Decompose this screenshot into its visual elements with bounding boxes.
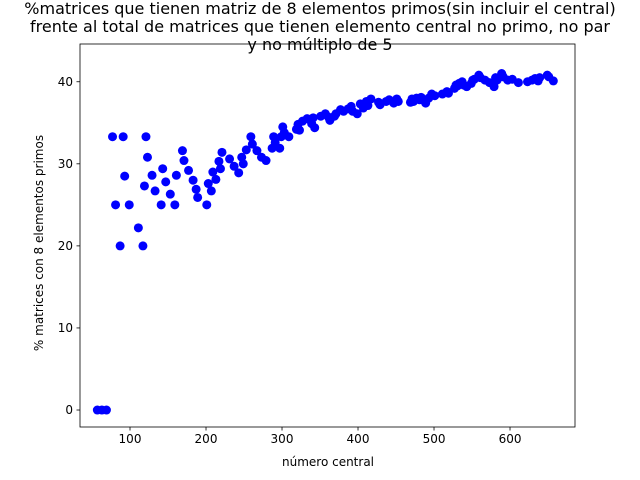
point — [156, 200, 166, 210]
y-axis-label: % matrices con 8 elementos primos — [32, 135, 46, 351]
point — [191, 184, 201, 194]
x-tick-label: 400 — [347, 432, 370, 446]
x-axis-label: número central — [282, 455, 374, 469]
point — [535, 73, 545, 83]
point — [158, 164, 168, 174]
point — [352, 109, 362, 119]
point — [165, 189, 175, 199]
plot-frame — [79, 43, 576, 428]
point — [101, 405, 111, 415]
point — [246, 132, 256, 142]
y-tick-label: 40 — [58, 75, 73, 89]
chart-title: %matrices que tienen matriz de 8 element… — [24, 0, 616, 54]
y-tick-label: 0 — [65, 403, 73, 417]
point — [310, 123, 320, 133]
point — [247, 139, 257, 149]
x-tick-label: 100 — [119, 432, 142, 446]
point — [217, 147, 227, 157]
point — [161, 177, 171, 187]
point — [238, 159, 248, 169]
point — [206, 186, 216, 196]
x-tick-label: 500 — [423, 432, 446, 446]
point — [513, 78, 523, 88]
point — [366, 94, 376, 104]
point — [142, 152, 152, 162]
point — [430, 91, 440, 101]
point — [124, 200, 134, 210]
point — [150, 186, 160, 196]
point — [171, 170, 181, 180]
point — [120, 171, 130, 181]
point — [208, 167, 218, 177]
point — [177, 146, 187, 156]
x-tick-label: 600 — [499, 432, 522, 446]
point — [141, 132, 151, 142]
point — [203, 179, 213, 189]
point — [229, 161, 239, 171]
point — [214, 156, 224, 166]
point — [179, 156, 189, 166]
point — [118, 132, 128, 142]
x-tick-label: 300 — [271, 432, 294, 446]
point — [261, 156, 271, 166]
x-tick-label: 200 — [195, 432, 218, 446]
point — [138, 241, 148, 251]
point — [225, 154, 235, 164]
point — [443, 88, 453, 98]
point — [193, 192, 203, 202]
point — [275, 143, 285, 153]
point — [133, 223, 143, 233]
point — [252, 146, 262, 156]
point — [393, 96, 403, 106]
point — [215, 164, 225, 174]
y-tick-label: 20 — [58, 239, 73, 253]
point — [115, 241, 125, 251]
point — [241, 145, 251, 155]
point — [108, 132, 118, 142]
point — [184, 165, 194, 175]
point — [294, 125, 304, 135]
point — [188, 175, 198, 185]
y-tick-label: 30 — [58, 157, 73, 171]
point — [234, 168, 244, 178]
point — [308, 113, 318, 123]
y-tick-label: 10 — [58, 321, 73, 335]
point — [284, 132, 294, 142]
point — [202, 200, 212, 210]
point — [170, 200, 180, 210]
point — [548, 76, 558, 86]
point — [139, 181, 149, 191]
point — [211, 174, 221, 184]
point — [147, 170, 157, 180]
point — [111, 200, 121, 210]
